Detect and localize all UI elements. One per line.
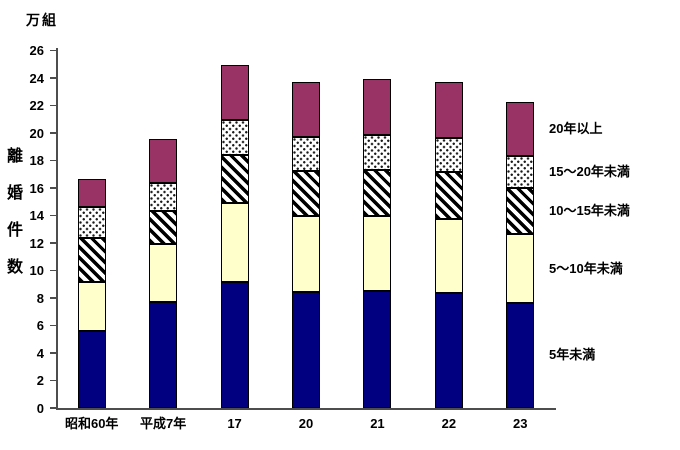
bar-segment-15〜20年未満 <box>434 138 463 173</box>
y-tick-label: 20 <box>29 125 44 141</box>
legend-label: 5〜10年未満 <box>549 260 623 276</box>
bar-segment-15〜20年未満 <box>292 136 320 171</box>
y-axis-tick <box>50 379 56 381</box>
bar-segment-15〜20年未満 <box>220 120 249 155</box>
bar-segment-5年未満 <box>363 290 392 408</box>
bar-segment-5〜10年未満 <box>434 219 463 294</box>
y-tick-label: 2 <box>36 373 44 388</box>
bar-segment-20年以上 <box>506 102 535 156</box>
y-axis-line <box>56 48 58 409</box>
y-axis-tick <box>50 407 56 409</box>
bar-segment-5年未満 <box>77 330 106 408</box>
bar-segment-10〜15年未満 <box>77 238 106 283</box>
y-axis-tick <box>50 49 56 51</box>
bar-segment-20年以上 <box>149 139 178 184</box>
bar-segment-5〜10年未満 <box>77 282 106 331</box>
y-axis-tick <box>50 297 56 299</box>
bar-segment-5年未満 <box>292 292 320 408</box>
legend-label: 15〜20年未満 <box>549 163 630 179</box>
y-axis-tick <box>50 352 56 354</box>
x-category-label: 23 <box>513 416 528 431</box>
y-tick-label: 4 <box>36 345 44 361</box>
y-tick-label: 14 <box>29 208 44 223</box>
bar-segment-15〜20年未満 <box>506 155 535 188</box>
x-category-label: 20 <box>298 416 314 431</box>
y-tick-label: 16 <box>29 180 44 196</box>
bar-segment-15〜20年未満 <box>363 135 392 170</box>
bar-segment-5〜10年未満 <box>292 216 320 292</box>
y-axis-title: 離婚件数 <box>4 147 21 295</box>
y-axis-tick <box>50 132 56 134</box>
bar-segment-5年未満 <box>506 303 535 408</box>
bar-segment-10〜15年未満 <box>363 169 392 217</box>
bar-segment-20年以上 <box>363 78 392 136</box>
bar-segment-10〜15年未満 <box>434 172 463 220</box>
bar-segment-20年以上 <box>220 65 249 121</box>
legend-label: 20年以上 <box>549 121 603 137</box>
y-tick-label: 12 <box>29 235 44 251</box>
bar-segment-5〜10年未満 <box>220 202 249 283</box>
y-tick-label: 24 <box>29 70 44 86</box>
bar-segment-10〜15年未満 <box>149 210 178 244</box>
bar-segment-5〜10年未満 <box>149 243 178 302</box>
x-category-label: 平成7年 <box>140 416 187 431</box>
bar-segment-20年以上 <box>292 81 320 137</box>
x-category-label: 昭和60年 <box>64 416 119 431</box>
bar-segment-5年未満 <box>434 293 463 408</box>
x-category-label: 22 <box>441 416 457 431</box>
bar-segment-5年未満 <box>149 301 178 408</box>
legend-label: 10〜15年未満 <box>549 202 630 218</box>
y-tick-label: 0 <box>36 400 44 416</box>
bar-segment-5年未満 <box>220 282 249 408</box>
y-axis-tick <box>50 187 56 189</box>
legend-label: 5年未満 <box>549 347 596 363</box>
bar-segment-15〜20年未満 <box>77 206 106 239</box>
y-tick-label: 8 <box>36 290 44 306</box>
bar-segment-5〜10年未満 <box>506 234 535 303</box>
y-axis-tick <box>50 159 56 161</box>
y-axis-tick <box>50 77 56 79</box>
bar-segment-20年以上 <box>77 179 106 207</box>
y-axis-unit-label: 万組 <box>26 12 58 28</box>
y-tick-label: 22 <box>29 98 44 113</box>
y-axis-tick <box>50 324 56 326</box>
bar-segment-10〜15年未満 <box>506 187 535 235</box>
y-axis-tick <box>50 242 56 244</box>
bar-segment-15〜20年未満 <box>149 183 178 211</box>
y-axis-tick <box>50 214 56 216</box>
x-category-label: 21 <box>370 416 385 431</box>
y-tick-label: 6 <box>36 318 44 333</box>
x-axis-line <box>56 407 556 410</box>
y-axis-tick <box>50 104 56 106</box>
y-tick-label: 10 <box>29 263 44 278</box>
bar-segment-20年以上 <box>434 81 463 138</box>
bar-segment-10〜15年未満 <box>220 154 249 203</box>
y-axis-tick <box>50 269 56 271</box>
y-tick-label: 26 <box>29 43 44 58</box>
x-category-label: 17 <box>227 416 242 431</box>
bar-segment-5〜10年未満 <box>363 216 392 291</box>
y-tick-label: 18 <box>29 153 44 168</box>
bar-segment-10〜15年未満 <box>292 171 320 217</box>
